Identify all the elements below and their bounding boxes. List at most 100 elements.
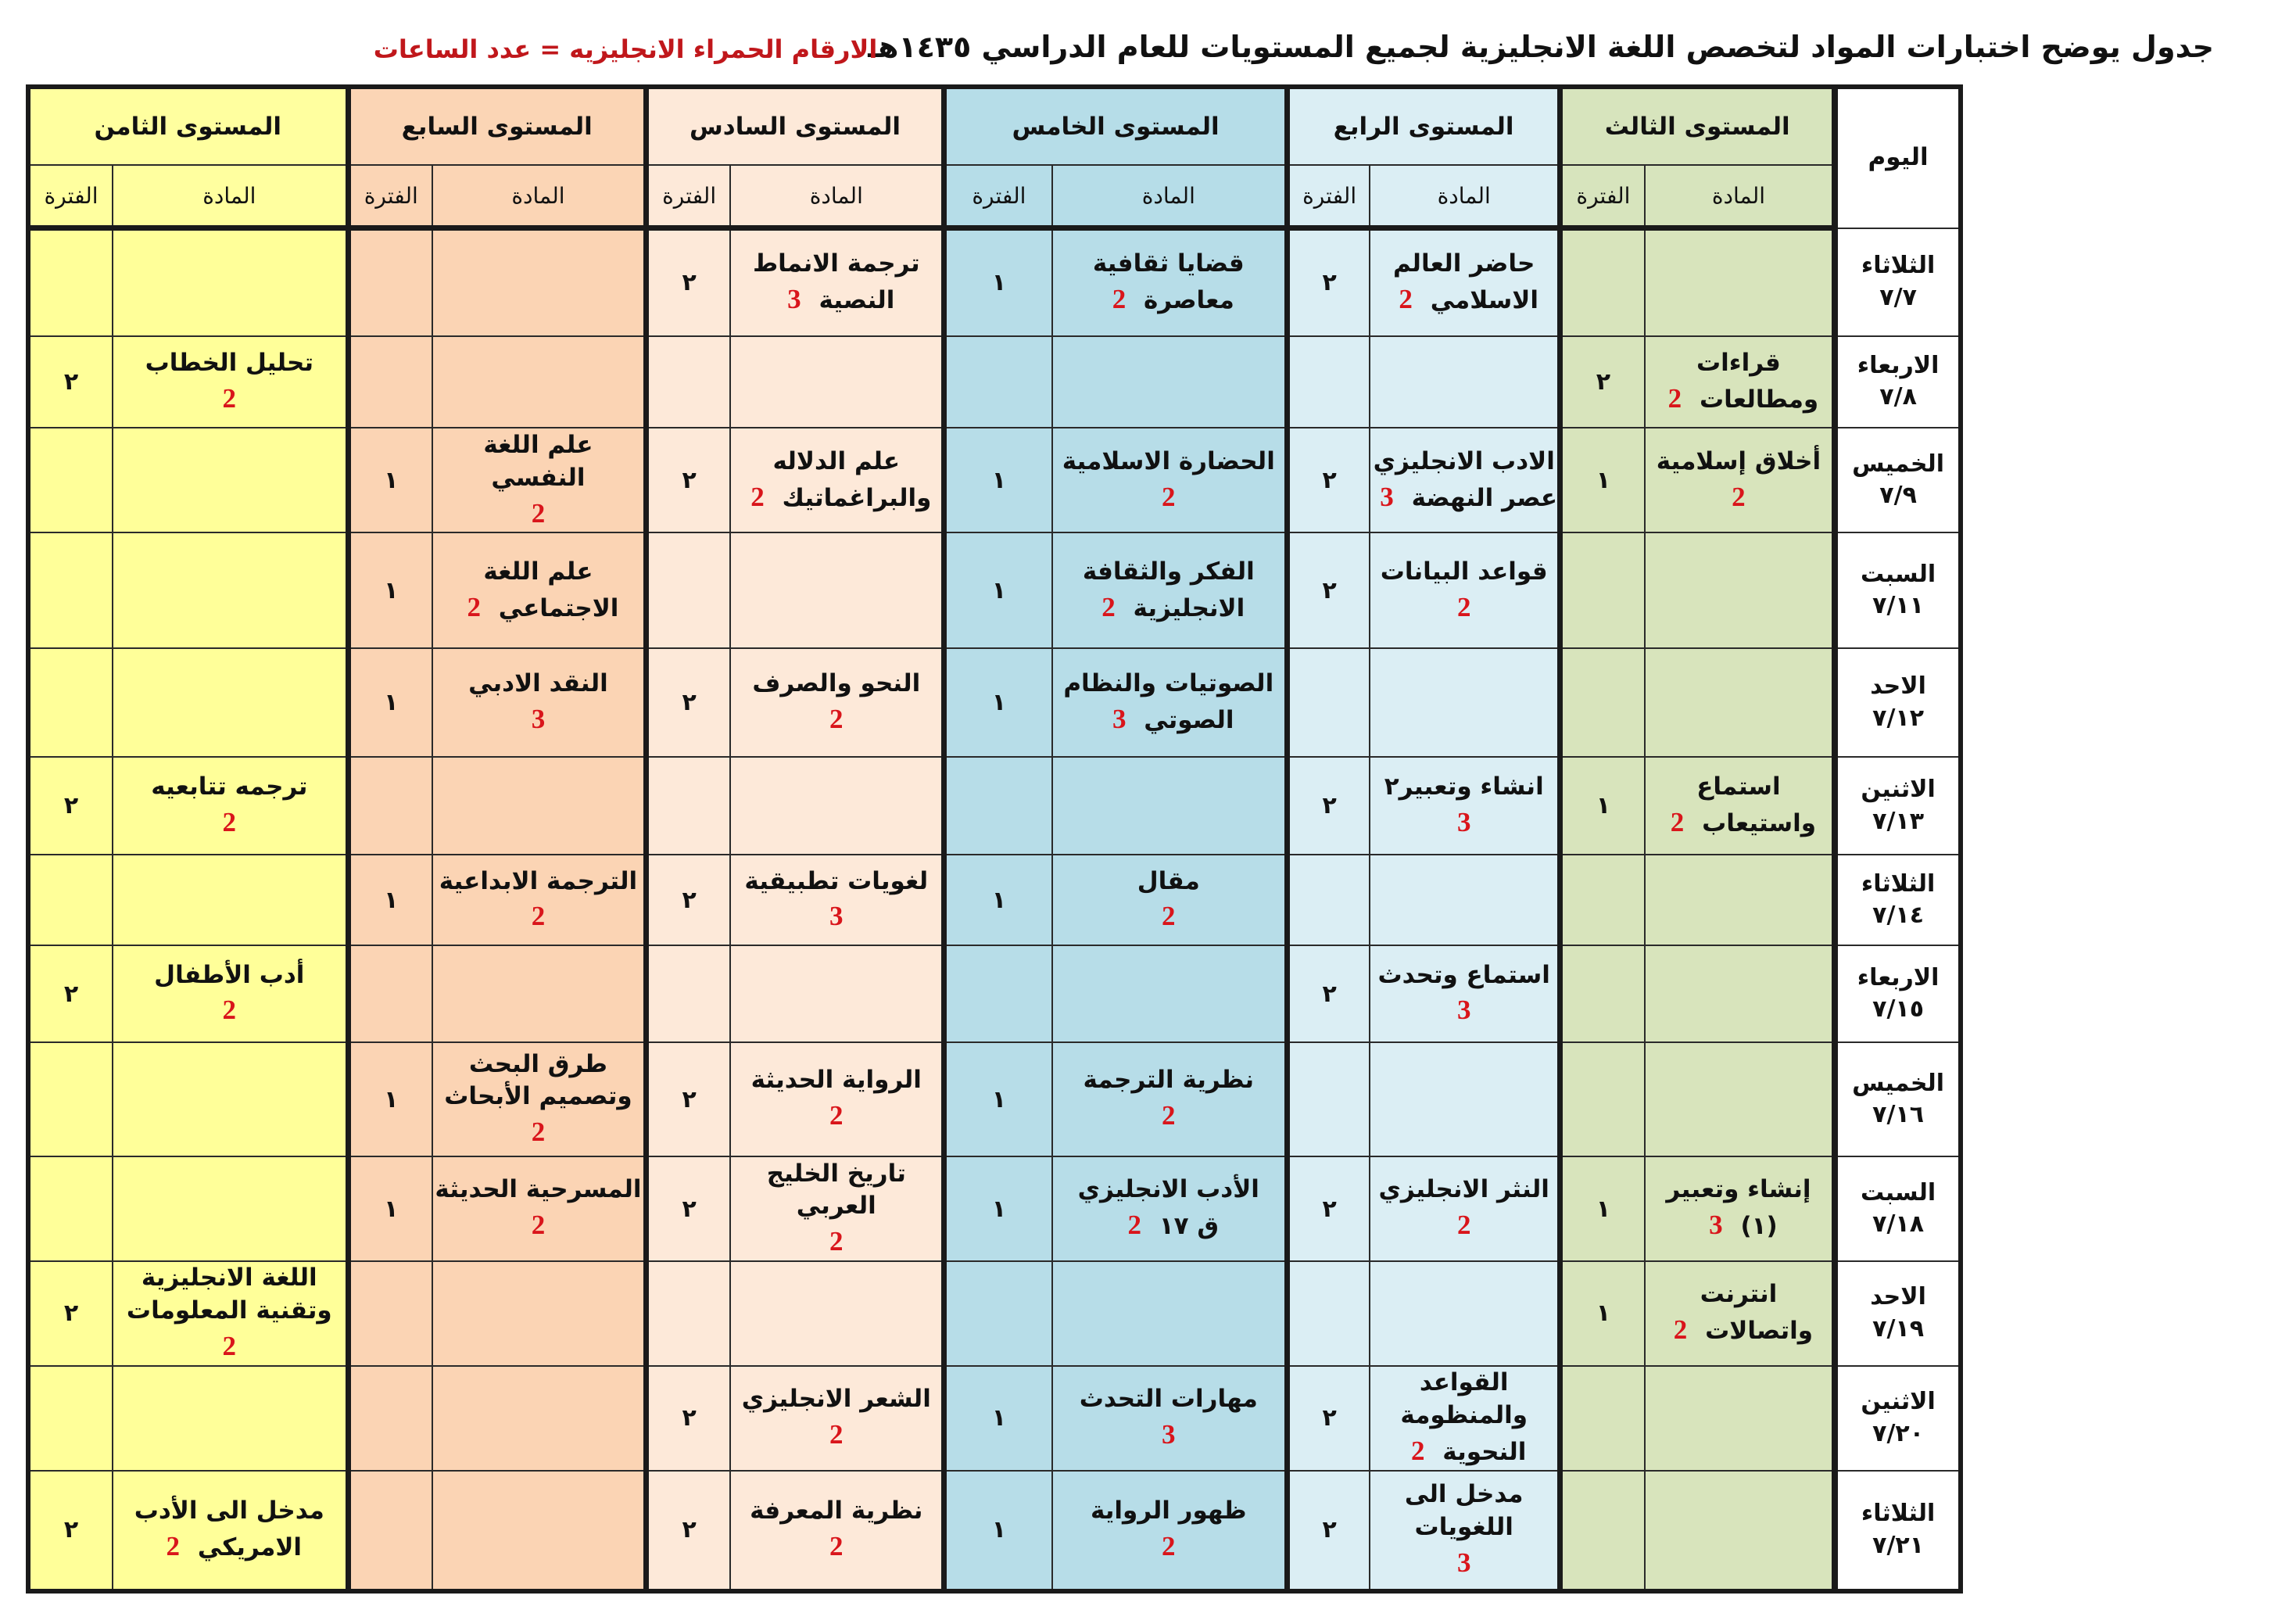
subject-line2: النحوية 2	[1371, 1432, 1557, 1469]
subject-line2: 2	[434, 1206, 643, 1243]
subject-cell	[431, 1260, 647, 1367]
header-subject: المادة	[112, 164, 349, 231]
subject-line2: (١) 3	[1646, 1206, 1832, 1243]
subject-name: أخلاق إسلامية	[1656, 446, 1821, 475]
period-cell: ١	[1557, 427, 1646, 534]
day-date: ٧/١٣	[1872, 807, 1925, 835]
period-cell: ٢	[1284, 1364, 1371, 1472]
period-cell: ١	[1557, 756, 1646, 856]
schedule-row: الخميس ٧/١٦ نظرية الترجمة 2 ١ الرواية الحديثة…	[27, 1041, 1961, 1158]
subject-name: مدخل الى اللغويات	[1404, 1480, 1524, 1542]
period-cell	[345, 335, 433, 429]
header-day: اليوم	[1832, 86, 1961, 229]
subject-name: قراءات	[1696, 348, 1781, 377]
subject-cell: نظرية الترجمة 2	[1051, 1041, 1288, 1158]
period-cell: ١	[345, 1041, 433, 1158]
day-name: السبت	[1861, 1178, 1936, 1206]
subject-cell	[1643, 1041, 1836, 1158]
period-cell: ١	[345, 1156, 433, 1262]
subject-name: نظرية الترجمة	[1083, 1066, 1255, 1095]
credit-hours: 2	[750, 481, 765, 512]
period-cell	[1557, 1469, 1646, 1593]
period-cell: ٢	[643, 647, 732, 758]
header-level-5: المستوى الخامس	[941, 86, 1288, 166]
subject-cell: مهارات التحدث 3	[1051, 1364, 1288, 1472]
subject-name: النحو والصرف	[752, 669, 921, 698]
subject-cell: انترنت واتصالات 2	[1643, 1260, 1836, 1367]
subject-cell: الشعر الانجليزي 2	[729, 1364, 945, 1472]
day-date: ٧/٢١	[1872, 1531, 1925, 1559]
subject-name-cont: واتصالات	[1705, 1317, 1814, 1346]
subject-cell	[1643, 945, 1836, 1043]
header-level-8: المستوى الثامن	[27, 86, 349, 166]
subject-name-cont: وتقنية المعلومات	[126, 1296, 332, 1325]
schedule-row: السبت ٧/١٨ إنشاء وتعبير (١) 3 ١ النثر الانجلي…	[27, 1156, 1961, 1262]
subject-line2: ق ١٧ 2	[1054, 1206, 1284, 1243]
day-name: الاربعاء	[1857, 351, 1940, 379]
credit-hours: 3	[1709, 1210, 1723, 1241]
credit-hours: 2	[1127, 1210, 1141, 1241]
subject-name-cont: ومطالعات	[1699, 385, 1819, 414]
credit-hours: 3	[829, 901, 844, 932]
period-cell: ٢	[1284, 1469, 1371, 1593]
subject-cell	[729, 945, 945, 1043]
credit-hours: 2	[166, 1531, 181, 1562]
subject-cell	[1643, 227, 1836, 337]
subject-name: ترجمه تتابعيه	[151, 773, 308, 801]
day-date: ٧/١٢	[1872, 704, 1925, 732]
period-cell: ١	[345, 532, 433, 650]
subject-name-cont: الاجتماعي	[498, 593, 619, 622]
period-cell: ١	[941, 1469, 1053, 1593]
header-period: الفترة	[27, 164, 114, 231]
hours-legend-note: الارقام الحمراء الانجليزيه = عدد الساعات	[373, 34, 878, 64]
subject-line2: واستيعاب 2	[1646, 804, 1832, 841]
subject-cell: الرواية الحديثة 2	[729, 1041, 945, 1158]
subject-line2: 3	[1371, 1544, 1557, 1581]
subject-name: القواعد والمنظومة	[1400, 1368, 1528, 1430]
subject-cell: تاريخ الخليج العربي 2	[729, 1156, 945, 1262]
subject-name: طرق البحث	[468, 1049, 607, 1078]
subject-line2: 2	[1371, 589, 1557, 626]
subject-cell: استماع واستيعاب 2	[1643, 756, 1836, 856]
schedule-row: الاحد ٧/١٢ الصوتيات والنظام الصوتي 3 ١ النحو …	[27, 647, 1961, 758]
subject-cell	[431, 756, 647, 856]
subject-line2: الاسلامي 2	[1371, 281, 1557, 317]
subject-cell	[1051, 335, 1288, 429]
period-cell	[345, 227, 433, 337]
period-cell	[1557, 1041, 1646, 1158]
credit-hours: 2	[1732, 481, 1746, 512]
subject-name: ظهور الرواية	[1090, 1497, 1247, 1525]
subject-line2: 2	[434, 898, 643, 934]
period-cell	[1284, 1260, 1371, 1367]
subject-cell	[1051, 756, 1288, 856]
credit-hours: 2	[222, 1331, 237, 1362]
period-cell	[27, 1041, 114, 1158]
day-cell: الاثنين ٧/٢٠	[1832, 1364, 1961, 1472]
subject-name: الحضارة الاسلامية	[1062, 446, 1275, 475]
subject-cell	[1643, 1364, 1836, 1472]
subject-name-cont: معاصرة	[1143, 286, 1234, 315]
subject-line2: ومطالعات 2	[1646, 380, 1832, 417]
subject-line2: 3	[732, 898, 941, 934]
period-cell: ٢	[1284, 1156, 1371, 1262]
period-cell	[1557, 227, 1646, 337]
period-cell	[643, 532, 732, 650]
subject-cell: انشاء وتعبير٢ 3	[1369, 756, 1561, 856]
period-cell: ١	[1557, 1260, 1646, 1367]
period-cell	[345, 945, 433, 1043]
credit-hours: 2	[222, 382, 237, 414]
period-cell	[941, 945, 1053, 1043]
day-date: ٧/١٦	[1872, 1101, 1925, 1129]
period-cell: ٢	[643, 1469, 732, 1593]
credit-hours: 2	[467, 591, 481, 622]
credit-hours: 2	[222, 807, 237, 838]
period-cell	[643, 756, 732, 856]
credit-hours: 2	[1673, 1314, 1688, 1346]
subject-cell: نظرية المعرفة 2	[729, 1469, 945, 1593]
period-cell: ٢	[643, 427, 732, 534]
day-name: الثلاثاء	[1861, 252, 1936, 279]
subject-line2: الصوتي 3	[1054, 701, 1284, 737]
subject-cell	[1643, 854, 1836, 947]
period-cell: ١	[941, 227, 1053, 337]
subject-line2: وتقنية المعلومات 2	[114, 1295, 345, 1364]
